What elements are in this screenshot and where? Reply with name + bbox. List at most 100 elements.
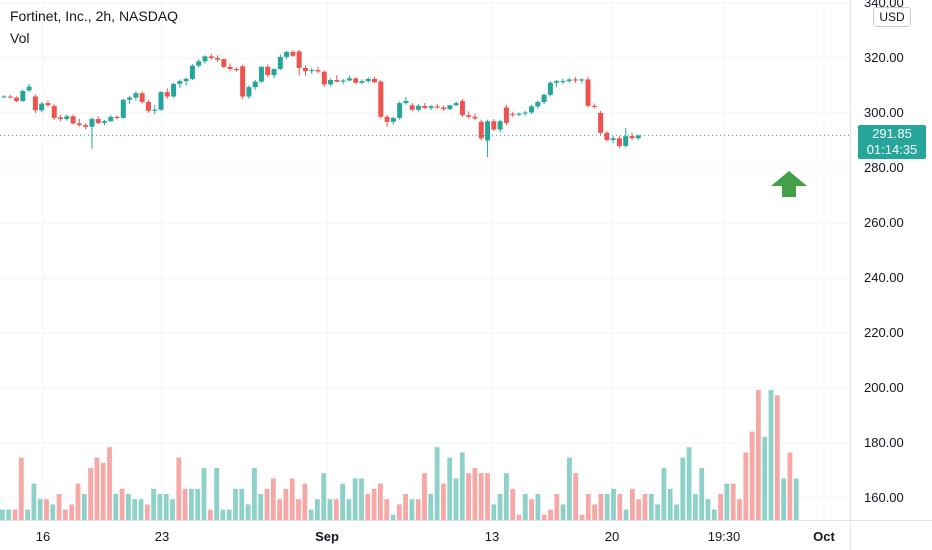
candle-body: [196, 61, 202, 66]
volume-bar: [201, 468, 207, 520]
volume-bar: [724, 483, 730, 520]
volume-bar: [504, 473, 509, 520]
volume-bar: [315, 499, 320, 520]
volume-bar: [296, 499, 301, 520]
symbol-title: Fortinet, Inc., 2h, NASDAQ: [10, 8, 179, 24]
volume-bar: [567, 457, 572, 520]
volume-label: Vol: [10, 30, 30, 46]
candle-body: [547, 82, 553, 95]
candle-body: [20, 91, 26, 101]
volume-bar: [308, 509, 314, 520]
time-tick-label: 19:30: [708, 529, 741, 544]
volume-bar: [390, 514, 396, 520]
candle-body: [334, 80, 340, 82]
candle-body: [302, 67, 308, 72]
candle-body: [221, 59, 227, 67]
candle-body: [384, 116, 390, 122]
volume-bar: [604, 494, 610, 520]
candle-body: [258, 66, 264, 82]
volume-bar: [529, 499, 534, 520]
volume-bar: [485, 473, 490, 520]
volume-bar: [478, 473, 484, 520]
last-price-tag: 291.85 01:14:35: [858, 125, 926, 159]
last-price-value: 291.85: [872, 126, 912, 141]
volume-bar: [730, 483, 736, 520]
volume-bar: [680, 457, 686, 520]
volume-bar: [630, 488, 635, 520]
candle-body: [32, 96, 38, 111]
candle-body: [346, 78, 352, 81]
candle-body: [83, 125, 89, 127]
time-axis[interactable]: 16 23 Sep 13 20 19:30 Oct: [36, 529, 836, 544]
volume-bar: [667, 488, 673, 520]
candle-body: [441, 107, 447, 110]
candle-body: [284, 51, 290, 57]
volume-bar: [598, 494, 604, 520]
candle-body: [328, 80, 334, 85]
volume-bar: [321, 473, 327, 520]
volume-bar: [592, 504, 597, 520]
candle-body: [152, 109, 158, 111]
volume-bar: [182, 488, 188, 520]
candle-body: [378, 81, 384, 117]
candle-body: [403, 100, 409, 104]
volume-bar: [522, 494, 528, 520]
volume-bar: [573, 473, 579, 520]
candle-body: [541, 94, 547, 102]
volume-bar: [510, 488, 516, 520]
candle-body: [478, 121, 484, 139]
volume-bar: [768, 390, 774, 520]
volume-bar: [371, 488, 377, 520]
volume-bar: [453, 478, 459, 520]
candle-body: [409, 105, 415, 110]
candle-body: [535, 102, 541, 107]
candle-body: [177, 81, 183, 84]
green-up-arrow-icon: [771, 171, 807, 197]
volume-bar: [252, 468, 257, 520]
candle-body: [171, 83, 177, 97]
volume-bar: [491, 504, 497, 520]
price-axis[interactable]: 340.00 320.00 300.00 280.00 260.00 240.00 220.…: [864, 0, 904, 505]
price-tick-label: 340.00: [864, 0, 904, 10]
candle-body: [415, 105, 421, 110]
volume-bar: [289, 478, 295, 520]
volume-series: [0, 390, 799, 520]
candle-body: [560, 81, 566, 83]
volume-bar: [6, 509, 12, 520]
volume-bar: [214, 468, 219, 520]
candle-body: [76, 123, 82, 126]
currency-button[interactable]: USD: [873, 7, 911, 27]
price-tick-label: 260.00: [864, 215, 904, 230]
candle-body: [491, 121, 497, 130]
volume-bar: [447, 457, 453, 520]
candle-body: [585, 79, 591, 106]
volume-bar: [459, 452, 465, 520]
volume-bar: [239, 488, 245, 520]
volume-bar: [434, 447, 440, 520]
volume-bar: [119, 488, 125, 520]
candle-body: [572, 79, 578, 81]
volume-bar: [170, 499, 175, 520]
candle-body: [7, 96, 13, 98]
volume-bar: [711, 509, 717, 520]
candle-body: [529, 106, 535, 113]
candle-body: [127, 97, 133, 100]
volume-bar: [674, 504, 679, 520]
candlestick-series: [1, 49, 641, 157]
candle-body: [202, 56, 208, 62]
volume-bar: [63, 509, 68, 520]
volume-bar: [81, 494, 87, 520]
volume-bar: [94, 457, 100, 520]
volume-bar: [220, 509, 226, 520]
candle-body: [14, 97, 20, 101]
candle-body: [183, 78, 189, 82]
candle-body: [1, 96, 7, 98]
volume-bar: [554, 494, 560, 520]
candle-body: [353, 78, 359, 83]
candle-body: [510, 114, 516, 116]
time-tick-label: Oct: [813, 529, 835, 544]
time-tick-label: 13: [485, 529, 499, 544]
volume-bar: [466, 473, 471, 520]
volume-bar: [346, 499, 352, 520]
